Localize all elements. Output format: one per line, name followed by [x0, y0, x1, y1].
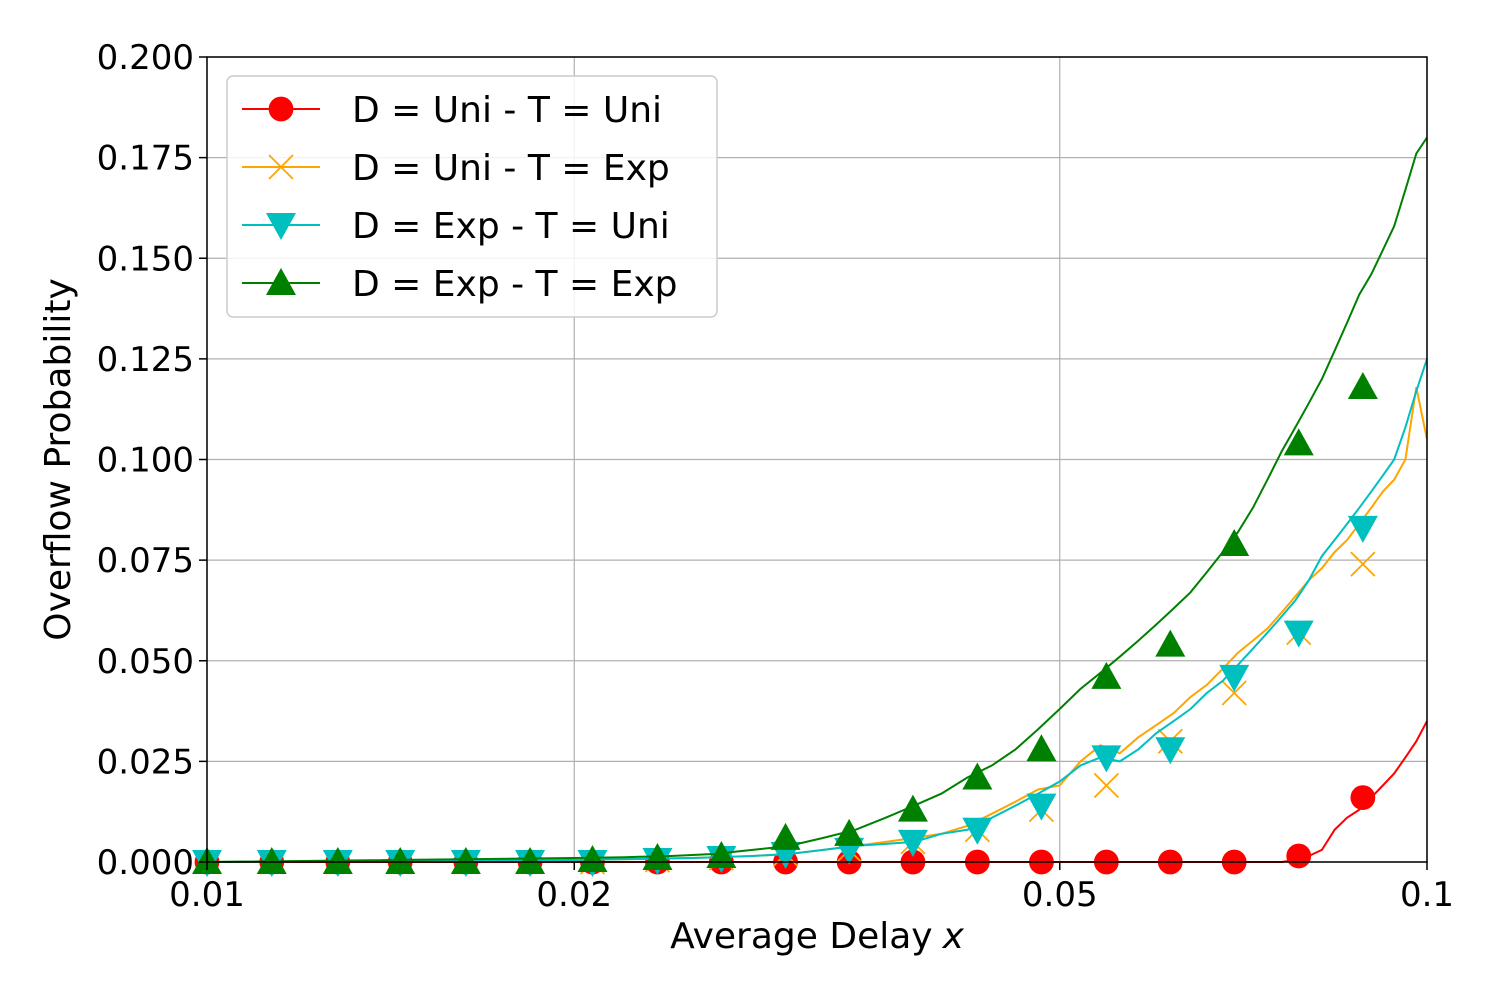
legend-label: D = Uni - T = Uni — [352, 90, 662, 131]
data-point — [1347, 515, 1378, 543]
data-point — [385, 847, 416, 874]
x-axis-label-var: x — [942, 916, 965, 957]
data-point — [1283, 620, 1314, 648]
data-point-stroke — [1093, 772, 1120, 799]
legend-label: D = Exp - T = Exp — [352, 264, 678, 305]
data-point-stroke — [1221, 680, 1247, 706]
data-point — [1286, 843, 1312, 869]
series-line — [206, 386, 1428, 863]
x-tick-label: 0.01 — [169, 875, 245, 915]
data-point-stroke — [1350, 551, 1376, 577]
legend-entry: D = Exp - T = Uni — [242, 206, 670, 247]
y-tick-label: 0.100 — [97, 441, 194, 481]
y-tick-label: 0.200 — [97, 38, 194, 78]
legend: D = Uni - T = Uni D = Uni - T = Exp D = Ex… — [226, 75, 718, 318]
y-axis-label: Overflow Probability — [38, 278, 79, 640]
series-line — [207, 720, 1428, 863]
plot-series — [192, 136, 1428, 877]
x-axis-label-text: Average Delay — [670, 916, 933, 957]
series-2 — [192, 358, 1428, 877]
data-point — [897, 794, 928, 822]
x-tick-label: 0.02 — [536, 875, 612, 915]
legend-swatch-marker — [268, 154, 294, 180]
data-point — [1347, 372, 1378, 400]
data-point — [962, 762, 993, 790]
y-tick-label: 0.075 — [97, 541, 194, 581]
legend-box — [226, 75, 718, 318]
data-point — [1026, 734, 1057, 762]
y-tick-label: 0.125 — [97, 340, 194, 380]
y-tick-label: 0.000 — [97, 843, 194, 883]
data-point — [897, 829, 928, 857]
data-point — [962, 817, 993, 845]
x-tick-label: 0.05 — [1022, 875, 1098, 915]
legend-swatch-marker — [268, 96, 294, 122]
series-1 — [194, 386, 1428, 875]
series-line — [206, 136, 1428, 863]
y-tick-label: 0.175 — [97, 139, 194, 179]
data-point — [1091, 661, 1122, 689]
y-tick-label: 0.050 — [97, 642, 194, 682]
legend-label: D = Uni - T = Exp — [352, 148, 670, 189]
legend-swatch-marker — [266, 268, 296, 295]
data-point — [1155, 737, 1186, 765]
x-tick-label: 0.1 — [1400, 875, 1454, 915]
data-point — [1219, 664, 1250, 692]
data-point — [1155, 629, 1186, 657]
data-point — [1091, 745, 1122, 773]
legend-swatch-marker-stroke — [268, 154, 294, 180]
y-tick-label: 0.025 — [97, 742, 194, 782]
data-point — [770, 822, 801, 850]
legend-entry: D = Exp - T = Exp — [242, 264, 678, 305]
data-point — [1221, 680, 1247, 706]
data-point — [322, 847, 353, 874]
series-3 — [192, 136, 1428, 874]
data-point — [1283, 428, 1314, 456]
data-point — [515, 847, 546, 874]
data-point — [1350, 551, 1376, 577]
data-point — [706, 840, 737, 868]
axis-ticks: 0.000 0.025 0.050 0.075 0.100 0.125 0.150 0.175… — [97, 38, 1454, 915]
data-point — [256, 847, 287, 874]
legend-entry: D = Uni - T = Uni — [242, 90, 662, 131]
data-point — [1219, 529, 1250, 557]
legend-entry: D = Uni - T = Exp — [242, 148, 670, 189]
data-point — [642, 842, 673, 870]
data-point — [1350, 785, 1376, 810]
data-point — [450, 847, 481, 874]
data-point — [1026, 793, 1057, 821]
y-tick-label: 0.150 — [97, 239, 194, 279]
data-point — [1093, 772, 1120, 799]
x-axis-label: Average Delay x — [670, 916, 965, 957]
data-point — [834, 818, 865, 846]
series-line — [206, 358, 1428, 863]
legend-label: D = Exp - T = Uni — [352, 206, 670, 247]
data-point — [577, 844, 608, 872]
legend-swatch-marker — [266, 213, 296, 240]
